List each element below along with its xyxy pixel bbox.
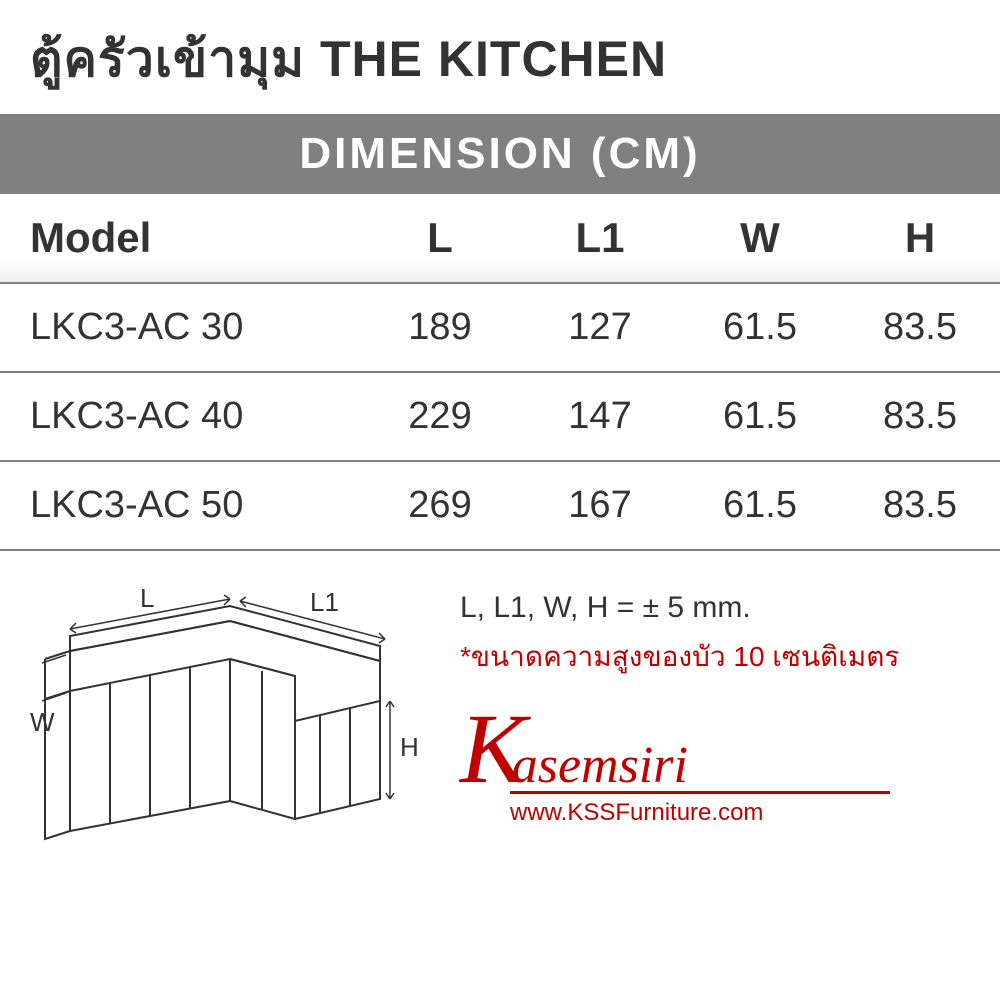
- table-row: LKC3-AC 50 269 167 61.5 83.5: [0, 461, 1000, 550]
- dimension-table: Model L L1 W H LKC3-AC 30 189 127 61.5 8…: [0, 194, 1000, 551]
- diagram-label-l: L: [140, 583, 154, 613]
- col-header-model: Model: [0, 194, 360, 283]
- cabinet-diagram-icon: L L1 W H: [30, 571, 430, 871]
- table-row: LKC3-AC 30 189 127 61.5 83.5: [0, 283, 1000, 372]
- cell-h: 83.5: [840, 283, 1000, 372]
- col-header-w: W: [680, 194, 840, 283]
- bottom-section: L L1 W H L, L1, W, H = ± 5 mm. *ขนาดความ…: [0, 551, 1000, 891]
- table-header-row: Model L L1 W H: [0, 194, 1000, 283]
- cell-l1: 127: [520, 283, 680, 372]
- diagram-container: L L1 W H: [30, 571, 430, 871]
- logo-rest-text: asemsiri: [512, 736, 688, 795]
- cell-l1: 147: [520, 372, 680, 461]
- cell-l: 269: [360, 461, 520, 550]
- page-title: ตู้ครัวเข้ามุม THE KITCHEN: [0, 0, 1000, 114]
- cell-w: 61.5: [680, 461, 840, 550]
- cell-l: 229: [360, 372, 520, 461]
- info-container: L, L1, W, H = ± 5 mm. *ขนาดความสูงของบัว…: [430, 571, 970, 871]
- dimension-header: DIMENSION (CM): [0, 114, 1000, 194]
- brand-logo: Kasemsiri www.KSSFurniture.com: [460, 699, 970, 827]
- col-header-l1: L1: [520, 194, 680, 283]
- col-header-h: H: [840, 194, 1000, 283]
- col-header-l: L: [360, 194, 520, 283]
- cell-model: LKC3-AC 30: [0, 283, 360, 372]
- cell-l: 189: [360, 283, 520, 372]
- logo-url: www.KSSFurniture.com: [510, 799, 970, 827]
- diagram-label-w: W: [30, 707, 55, 737]
- cell-w: 61.5: [680, 283, 840, 372]
- cell-h: 83.5: [840, 372, 1000, 461]
- cell-model: LKC3-AC 50: [0, 461, 360, 550]
- diagram-label-h: H: [400, 732, 419, 762]
- cell-w: 61.5: [680, 372, 840, 461]
- cell-h: 83.5: [840, 461, 1000, 550]
- diagram-label-l1: L1: [310, 587, 339, 617]
- tolerance-note: L, L1, W, H = ± 5 mm.: [460, 591, 970, 625]
- skirt-note: *ขนาดความสูงของบัว 10 เซนติเมตร: [460, 635, 970, 679]
- cell-model: LKC3-AC 40: [0, 372, 360, 461]
- cell-l1: 167: [520, 461, 680, 550]
- table-row: LKC3-AC 40 229 147 61.5 83.5: [0, 372, 1000, 461]
